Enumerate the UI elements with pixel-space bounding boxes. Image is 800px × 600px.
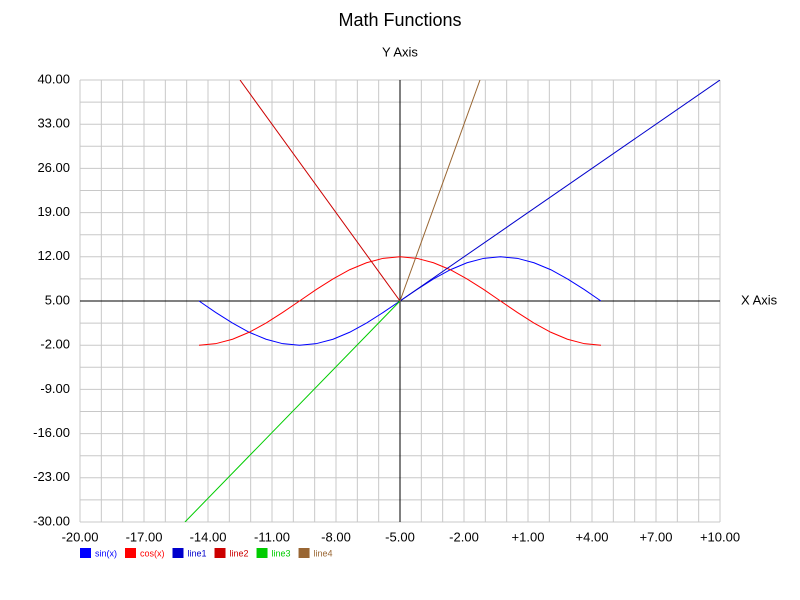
y-tick-label: -23.00 bbox=[33, 469, 70, 484]
x-tick-label: +10.00 bbox=[700, 529, 740, 544]
y-axis-title: Y Axis bbox=[382, 44, 418, 59]
y-tick-label: -16.00 bbox=[33, 425, 70, 440]
legend: sin(x) cos(x) line1 line2 line3 line4 bbox=[80, 548, 333, 558]
legend-label: line4 bbox=[314, 548, 333, 558]
legend-label: cos(x) bbox=[140, 548, 165, 558]
legend-swatch bbox=[172, 548, 184, 558]
tick-labels: -20.00 -17.00 -14.00 -11.00 -8.00 -5.00 -2.00 +… bbox=[33, 71, 740, 544]
series-line bbox=[399, 80, 720, 302]
legend-label: line1 bbox=[188, 548, 207, 558]
series-line bbox=[198, 256, 602, 346]
legend-swatch bbox=[80, 548, 91, 558]
x-tick-label: -17.00 bbox=[126, 529, 163, 544]
x-tick-label: -20.00 bbox=[62, 529, 99, 544]
legend-label: line2 bbox=[230, 548, 249, 558]
series-line bbox=[239, 80, 401, 302]
legend-swatch bbox=[256, 548, 268, 558]
legend-swatch bbox=[214, 548, 226, 558]
legend-label: sin(x) bbox=[95, 548, 117, 558]
legend-swatch bbox=[125, 548, 136, 558]
series-line bbox=[184, 300, 401, 522]
y-tick-label: 19.00 bbox=[37, 204, 70, 219]
y-tick-label: 12.00 bbox=[37, 248, 70, 263]
y-tick-label: -9.00 bbox=[40, 381, 70, 396]
x-axis-title: X Axis bbox=[741, 292, 778, 307]
x-tick-label: +1.00 bbox=[512, 529, 545, 544]
x-tick-label: -11.00 bbox=[254, 529, 290, 544]
series-line bbox=[399, 80, 481, 302]
series-group bbox=[184, 80, 720, 522]
legend-label: line3 bbox=[272, 548, 291, 558]
x-tick-label: -14.00 bbox=[190, 529, 227, 544]
legend-swatch bbox=[298, 548, 310, 558]
x-tick-label: -2.00 bbox=[449, 529, 479, 544]
x-tick-label: +7.00 bbox=[640, 529, 673, 544]
y-tick-label: 40.00 bbox=[37, 71, 70, 86]
y-tick-label: 26.00 bbox=[37, 160, 70, 175]
y-tick-label: -30.00 bbox=[33, 513, 70, 528]
y-tick-label: 5.00 bbox=[45, 292, 70, 307]
x-tick-label: -8.00 bbox=[321, 529, 351, 544]
y-tick-label: 33.00 bbox=[37, 116, 70, 131]
chart-title: Math Functions bbox=[338, 10, 461, 30]
x-tick-label: +4.00 bbox=[576, 529, 609, 544]
x-tick-label: -5.00 bbox=[385, 529, 415, 544]
y-tick-label: -2.00 bbox=[40, 337, 70, 352]
